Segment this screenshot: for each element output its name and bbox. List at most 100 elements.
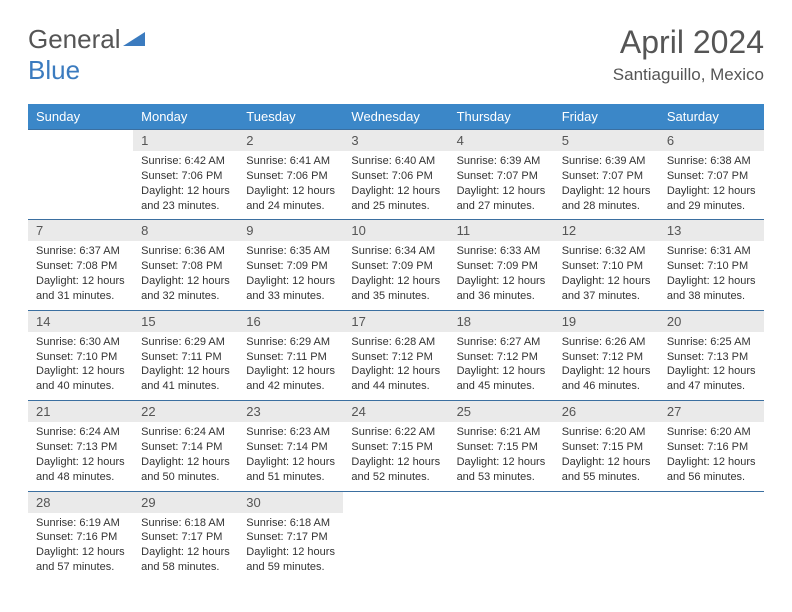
logo: General Blue: [28, 24, 147, 86]
day-info-line: Daylight: 12 hours and 35 minutes.: [351, 274, 440, 304]
day-info-line: Sunrise: 6:27 AM: [457, 335, 546, 350]
day-number: 10: [343, 220, 448, 242]
day-info-line: Sunset: 7:16 PM: [667, 440, 756, 455]
day-number: 25: [449, 401, 554, 423]
day-info-line: Sunrise: 6:33 AM: [457, 244, 546, 259]
week-daynum-row: 78910111213: [28, 220, 764, 242]
day-cell: Sunrise: 6:29 AMSunset: 7:11 PMDaylight:…: [238, 332, 343, 401]
week-content-row: Sunrise: 6:19 AMSunset: 7:16 PMDaylight:…: [28, 513, 764, 581]
day-info-line: Daylight: 12 hours and 28 minutes.: [562, 184, 651, 214]
day-cell: Sunrise: 6:40 AMSunset: 7:06 PMDaylight:…: [343, 151, 448, 220]
day-info-line: Sunrise: 6:18 AM: [141, 516, 230, 531]
day-info-line: Sunrise: 6:29 AM: [246, 335, 335, 350]
day-info-line: Daylight: 12 hours and 29 minutes.: [667, 184, 756, 214]
day-cell: Sunrise: 6:41 AMSunset: 7:06 PMDaylight:…: [238, 151, 343, 220]
day-info-line: Sunrise: 6:31 AM: [667, 244, 756, 259]
day-cell: Sunrise: 6:34 AMSunset: 7:09 PMDaylight:…: [343, 241, 448, 310]
day-info-line: Sunrise: 6:41 AM: [246, 154, 335, 169]
day-cell: Sunrise: 6:28 AMSunset: 7:12 PMDaylight:…: [343, 332, 448, 401]
day-cell: Sunrise: 6:18 AMSunset: 7:17 PMDaylight:…: [133, 513, 238, 581]
day-info-line: Sunset: 7:17 PM: [246, 530, 335, 545]
day-info-line: Sunset: 7:15 PM: [351, 440, 440, 455]
day-info-line: Daylight: 12 hours and 50 minutes.: [141, 455, 230, 485]
day-info-line: Daylight: 12 hours and 57 minutes.: [36, 545, 125, 575]
day-number: [449, 491, 554, 513]
week-content-row: Sunrise: 6:24 AMSunset: 7:13 PMDaylight:…: [28, 422, 764, 491]
day-info-line: Sunrise: 6:39 AM: [457, 154, 546, 169]
day-info-line: Sunrise: 6:35 AM: [246, 244, 335, 259]
day-cell: [28, 151, 133, 220]
day-number: 26: [554, 401, 659, 423]
day-cell: Sunrise: 6:22 AMSunset: 7:15 PMDaylight:…: [343, 422, 448, 491]
day-info-line: Sunset: 7:06 PM: [141, 169, 230, 184]
day-header: Friday: [554, 104, 659, 130]
week-content-row: Sunrise: 6:30 AMSunset: 7:10 PMDaylight:…: [28, 332, 764, 401]
day-info-line: Daylight: 12 hours and 47 minutes.: [667, 364, 756, 394]
day-info-line: Sunset: 7:13 PM: [667, 350, 756, 365]
day-info-line: Sunset: 7:14 PM: [141, 440, 230, 455]
week-content-row: Sunrise: 6:37 AMSunset: 7:08 PMDaylight:…: [28, 241, 764, 310]
day-number: 6: [659, 130, 764, 152]
day-info-line: Sunset: 7:06 PM: [246, 169, 335, 184]
day-number: 8: [133, 220, 238, 242]
day-info-line: Daylight: 12 hours and 44 minutes.: [351, 364, 440, 394]
day-cell: Sunrise: 6:21 AMSunset: 7:15 PMDaylight:…: [449, 422, 554, 491]
logo-text: General Blue: [28, 24, 147, 86]
day-info-line: Sunset: 7:15 PM: [457, 440, 546, 455]
day-info-line: Sunrise: 6:34 AM: [351, 244, 440, 259]
day-number: 11: [449, 220, 554, 242]
day-header: Tuesday: [238, 104, 343, 130]
day-info-line: Sunrise: 6:20 AM: [562, 425, 651, 440]
day-info-line: Daylight: 12 hours and 38 minutes.: [667, 274, 756, 304]
day-info-line: Sunset: 7:07 PM: [457, 169, 546, 184]
day-info-line: Sunset: 7:15 PM: [562, 440, 651, 455]
day-info-line: Sunset: 7:16 PM: [36, 530, 125, 545]
day-cell: Sunrise: 6:23 AMSunset: 7:14 PMDaylight:…: [238, 422, 343, 491]
day-info-line: Sunset: 7:12 PM: [562, 350, 651, 365]
day-info-line: Daylight: 12 hours and 25 minutes.: [351, 184, 440, 214]
day-info-line: Sunset: 7:09 PM: [457, 259, 546, 274]
day-info-line: Sunset: 7:11 PM: [246, 350, 335, 365]
day-cell: Sunrise: 6:20 AMSunset: 7:16 PMDaylight:…: [659, 422, 764, 491]
day-info-line: Daylight: 12 hours and 27 minutes.: [457, 184, 546, 214]
day-number: [659, 491, 764, 513]
week-daynum-row: 123456: [28, 130, 764, 152]
day-info-line: Daylight: 12 hours and 48 minutes.: [36, 455, 125, 485]
day-info-line: Sunset: 7:10 PM: [562, 259, 651, 274]
logo-triangle-icon: [123, 24, 147, 55]
day-cell: Sunrise: 6:18 AMSunset: 7:17 PMDaylight:…: [238, 513, 343, 581]
day-cell: Sunrise: 6:24 AMSunset: 7:13 PMDaylight:…: [28, 422, 133, 491]
day-info-line: Sunset: 7:07 PM: [562, 169, 651, 184]
day-info-line: Sunrise: 6:18 AM: [246, 516, 335, 531]
logo-text-blue: Blue: [28, 55, 80, 85]
day-number: 3: [343, 130, 448, 152]
day-info-line: Sunset: 7:08 PM: [36, 259, 125, 274]
day-number: 28: [28, 491, 133, 513]
day-number: 12: [554, 220, 659, 242]
day-info-line: Sunrise: 6:23 AM: [246, 425, 335, 440]
day-cell: Sunrise: 6:32 AMSunset: 7:10 PMDaylight:…: [554, 241, 659, 310]
day-info-line: Daylight: 12 hours and 24 minutes.: [246, 184, 335, 214]
day-cell: Sunrise: 6:29 AMSunset: 7:11 PMDaylight:…: [133, 332, 238, 401]
day-number: 23: [238, 401, 343, 423]
calendar-table: Sunday Monday Tuesday Wednesday Thursday…: [28, 104, 764, 581]
day-number: 16: [238, 310, 343, 332]
logo-text-general: General: [28, 24, 121, 54]
day-number: 27: [659, 401, 764, 423]
day-cell: Sunrise: 6:31 AMSunset: 7:10 PMDaylight:…: [659, 241, 764, 310]
day-cell: Sunrise: 6:20 AMSunset: 7:15 PMDaylight:…: [554, 422, 659, 491]
day-info-line: Sunrise: 6:40 AM: [351, 154, 440, 169]
day-number: 2: [238, 130, 343, 152]
day-info-line: Sunset: 7:12 PM: [351, 350, 440, 365]
day-info-line: Sunset: 7:09 PM: [351, 259, 440, 274]
day-info-line: Daylight: 12 hours and 31 minutes.: [36, 274, 125, 304]
day-cell: [449, 513, 554, 581]
week-daynum-row: 21222324252627: [28, 401, 764, 423]
day-number: 18: [449, 310, 554, 332]
day-number: 21: [28, 401, 133, 423]
day-info-line: Sunrise: 6:21 AM: [457, 425, 546, 440]
day-number: 1: [133, 130, 238, 152]
week-daynum-row: 14151617181920: [28, 310, 764, 332]
day-info-line: Sunrise: 6:42 AM: [141, 154, 230, 169]
day-info-line: Sunrise: 6:37 AM: [36, 244, 125, 259]
